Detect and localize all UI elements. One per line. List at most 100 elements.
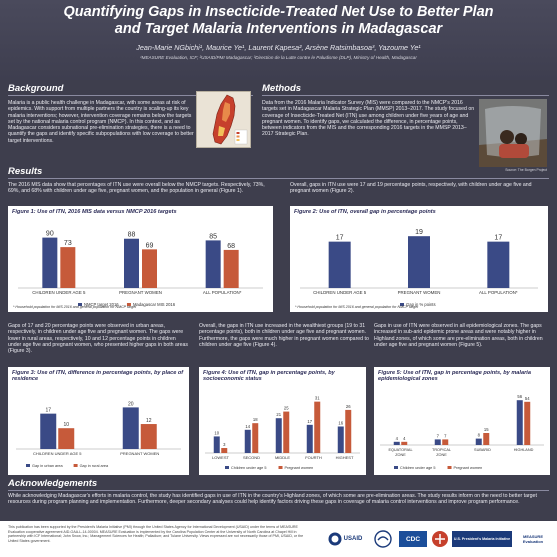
bar [442,439,448,445]
figure2-note: * Household population for MIS 2016 and … [295,305,418,309]
figure2-panel: Figure 2: Use of ITN, overall gap in per… [290,206,548,312]
acknowledgements-heading: Acknowledgements [8,478,97,489]
bar-value-label: 4 [403,436,406,441]
bar-value-label: 15 [484,427,489,432]
category-tick-label: PREGNANT WOMEN [120,451,159,456]
bar [60,247,75,288]
results-para1: The 2016 MIS data show that percentages … [8,182,272,195]
bar-value-label: 90 [46,231,54,238]
legend-swatch [26,464,30,467]
bar-value-label: 26 [346,404,351,409]
bar-value-label: 20 [128,401,134,407]
category-tick-label: ZONE [395,453,406,457]
bar [276,418,282,453]
category-tick-label: CHILDREN UNDER AGE 5 [313,290,367,295]
figure2-chart: 17 CHILDREN UNDER AGE 5 19 PREGNANT WOMEN 17… [290,214,548,310]
bar [214,436,220,453]
bar [401,442,407,445]
legend-entry: Gap in urban area [32,464,63,468]
category-tick-label: TROPICAL [432,448,451,452]
category-tick-label: LOWEST [212,455,229,460]
background-heading: Background [8,83,63,94]
bar-value-label: 18 [253,417,258,422]
results-divider [8,178,549,179]
bar [338,426,344,453]
bar [487,242,509,288]
bar-value-label: 31 [315,396,320,401]
bar [524,402,530,445]
bar-value-label: 10 [63,422,69,428]
bednet-photo-icon [479,99,547,167]
bar [345,410,351,453]
bar-value-label: 17 [494,235,502,242]
bar [476,439,482,445]
bar-value-label: 10 [214,430,219,435]
bar [58,428,74,449]
bar-value-label: 54 [525,396,530,401]
results-para3: Gaps of 17 and 20 percentage points were… [8,323,188,354]
acknowledgements-divider [8,490,549,491]
mosquito-icon [431,530,449,548]
bednet-photo [479,99,547,167]
legend-swatch [74,464,78,467]
bar-value-label: 17 [45,408,51,414]
bar [123,407,139,449]
bar-value-label: 68 [227,243,235,250]
poster-title-line1: Quantifying Gaps in Insecticide-Treated … [0,4,557,21]
bar-value-label: 25 [284,406,289,411]
category-tick-label: MIDDLE [275,455,290,460]
category-tick-label: FOURTH [305,455,322,460]
bar-value-label: 16 [338,420,343,425]
figure1-panel: Figure 1: Use of ITN, 2016 MIS data vers… [8,206,273,312]
usaid-logo-text: USAID [344,536,363,542]
bar [314,402,320,453]
poster-affiliations: ¹MEASURE Evaluation, ICF; ²USAID/PMI Mad… [0,55,557,60]
category-tick-label: HIGHLAND [514,448,534,452]
legend-entry: Madagascar MIS 2016 [133,302,176,307]
bar [124,239,139,288]
legend-entry: Children under age 5 [231,466,266,470]
category-tick-label: EQUATORIAL [388,448,412,452]
bar [141,424,157,449]
bar-value-label: 56 [517,394,522,399]
bar-value-label: 85 [209,233,217,240]
legend-entry: Gap in rural area [80,464,109,468]
bar-value-label: 12 [146,418,152,424]
acknowledgements-text: While acknowledging Madagascar's efforts… [8,493,549,506]
bar-value-label: 8 [478,433,481,438]
bar [435,439,441,445]
bar [142,249,157,288]
methods-divider [262,95,549,96]
legend-swatch [279,466,283,469]
legend-swatch [448,466,452,469]
bar-value-label: 88 [128,232,136,239]
category-tick-label: PREGNANT WOMEN [119,290,162,295]
figure4-panel: Figure 4: Use of ITN, gap in percentage … [199,367,366,475]
madagascar-map-image [196,91,251,148]
figure1-chart: 9073CHILDREN UNDER AGE 58869PREGNANT WOM… [8,214,273,310]
poster-title-line2: and Target Malaria Interventions in Mada… [0,21,557,38]
background-text: Malaria is a public health challenge in … [8,100,194,144]
usaid-seal-icon [328,532,342,546]
bar-value-label: 19 [415,229,423,236]
bar [483,433,489,445]
bar-value-label: 7 [444,433,447,438]
photo-caption: Source: The Borgen Project [479,168,547,172]
category-tick-label: PREGNANT WOMEN [398,290,441,295]
bar [224,250,239,288]
madagascar-map-icon [197,92,250,147]
bar [408,236,430,288]
category-tick-label: ALL POPULATION* [203,290,242,295]
bar-value-label: 17 [336,235,344,242]
bar [252,423,258,453]
results-heading: Results [8,166,42,177]
bar [307,425,313,453]
pmi-emblem [430,529,450,549]
poster-authors: Jean-Marie NGbichi¹, Maurice Ye¹, Lauren… [0,43,557,52]
hhs-logo [370,529,396,549]
methods-heading: Methods [262,83,301,94]
bar-value-label: 17 [307,419,312,424]
footer: This publication has been supported by t… [0,521,557,557]
figure5-chart: 4 4EQUATORIALZONE7 7TROPICALZONE815SUBARID… [374,385,550,473]
figure5-panel: Figure 5: Use of ITN, gap in percentage … [374,367,550,475]
